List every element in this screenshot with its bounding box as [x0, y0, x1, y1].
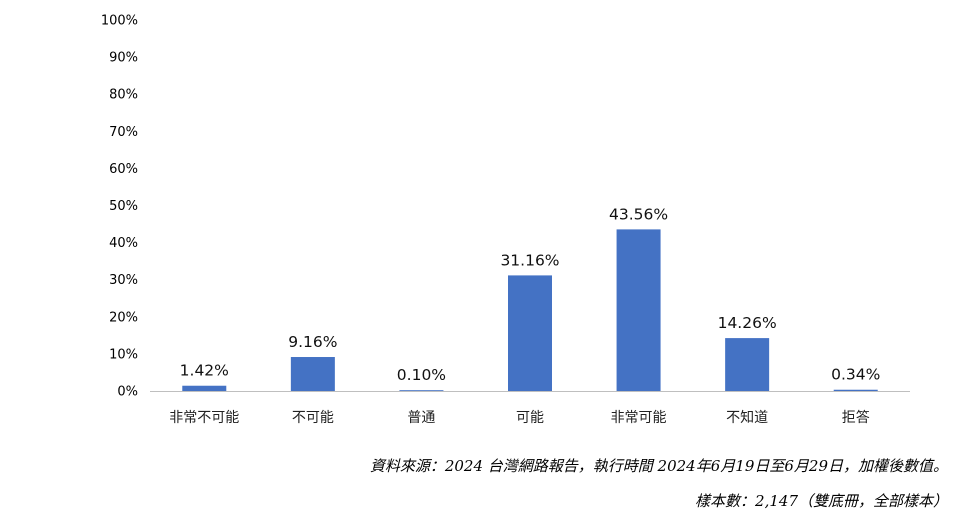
- data-label: 9.16%: [288, 333, 337, 351]
- data-label: 1.42%: [180, 362, 229, 380]
- y-tick-label: 20%: [109, 310, 138, 325]
- category-label: 不可能: [292, 410, 334, 426]
- data-labels: 1.42% 9.16% 0.10% 31.16% 43.56% 14.26% 0.34%: [180, 205, 881, 384]
- y-tick-label: 100%: [101, 14, 138, 29]
- y-tick-label: 80%: [109, 88, 138, 103]
- y-tick-label: 60%: [109, 162, 138, 177]
- bar: [399, 390, 444, 391]
- sample-size-note: 樣本數：2,147（雙底冊，全部樣本）: [695, 492, 948, 510]
- bar: [182, 385, 227, 391]
- data-label: 14.26%: [718, 314, 777, 332]
- data-label: 0.34%: [831, 366, 880, 384]
- y-tick-label: 10%: [109, 347, 138, 362]
- category-labels: 非常不可能 不可能 普通 可能 非常可能 不知道 拒答: [169, 409, 869, 426]
- bar: [290, 357, 335, 391]
- y-tick-label: 30%: [109, 273, 138, 288]
- y-tick-label: 40%: [109, 236, 138, 251]
- bar: [616, 229, 661, 391]
- category-label: 拒答: [842, 409, 870, 426]
- source-note: 資料來源：2024 台灣網路報告，執行時間 2024年6月19日至6月29日，加…: [369, 457, 948, 475]
- y-tick-label: 50%: [109, 199, 138, 214]
- data-label: 43.56%: [609, 205, 668, 223]
- category-label: 普通: [407, 410, 435, 426]
- category-label: 可能: [516, 410, 544, 426]
- y-tick-label: 90%: [109, 51, 138, 66]
- y-tick-label: 70%: [109, 125, 138, 140]
- bar: [833, 389, 878, 391]
- category-label: 非常可能: [611, 410, 667, 426]
- category-label: 不知道: [726, 409, 768, 426]
- y-axis-ticks: 0% 10% 20% 30% 40% 50% 60% 70% 80% 90% 100%: [101, 14, 138, 400]
- y-tick-label: 0%: [117, 385, 138, 400]
- bars: [182, 229, 878, 391]
- data-label: 31.16%: [500, 251, 559, 269]
- category-label: 非常不可能: [169, 410, 239, 426]
- bar: [725, 338, 770, 391]
- bar: [508, 275, 552, 391]
- data-label: 0.10%: [397, 366, 446, 384]
